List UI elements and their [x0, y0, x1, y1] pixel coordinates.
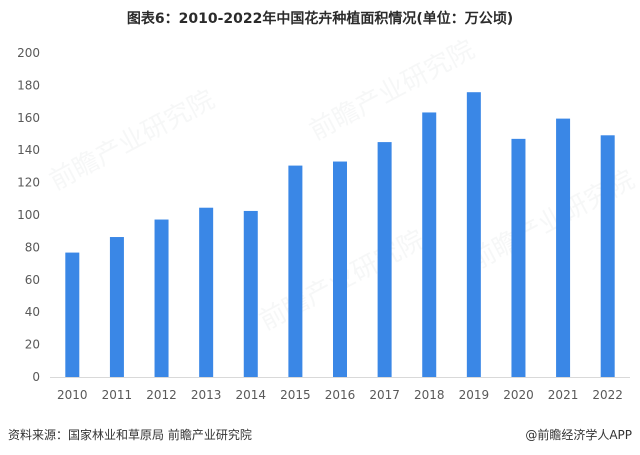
y-tick-label: 80 — [25, 240, 40, 254]
x-tick-label: 2010 — [57, 388, 88, 402]
bar-2014 — [243, 210, 258, 377]
y-tick-label: 160 — [17, 111, 40, 125]
bar-2013 — [199, 207, 214, 377]
bar-2017 — [377, 142, 392, 377]
y-tick-label: 140 — [17, 143, 40, 157]
x-tick-label: 2019 — [459, 388, 490, 402]
y-tick-label: 0 — [32, 370, 40, 384]
y-tick-label: 180 — [17, 78, 40, 92]
bar-2015 — [288, 165, 303, 377]
bar-2010 — [65, 252, 80, 377]
bar-2019 — [466, 92, 481, 377]
y-tick-label: 120 — [17, 176, 40, 190]
x-tick-label: 2020 — [503, 388, 534, 402]
bar-2020 — [511, 138, 526, 377]
x-tick-label: 2012 — [146, 388, 177, 402]
source-row: 资料来源：国家林业和草原局 前瞻产业研究院 @前瞻经济学人APP — [8, 426, 632, 444]
bar-2012 — [154, 219, 169, 377]
bar-2021 — [556, 118, 571, 378]
x-tick-label: 2017 — [369, 388, 400, 402]
x-tick-label: 2011 — [102, 388, 133, 402]
bar-2016 — [333, 161, 347, 377]
chart-title: 图表6：2010-2022年中国花卉种植面积情况(单位：万公顷) — [126, 11, 514, 27]
y-tick-label: 20 — [25, 338, 40, 352]
y-tick-label: 100 — [17, 208, 40, 222]
app-credit: @前瞻经济学人APP — [525, 428, 632, 442]
y-axis: 0 20 40 60 80 100 120 140 160 180 200 — [17, 46, 40, 384]
y-tick-label: 60 — [25, 273, 40, 287]
bars — [65, 92, 615, 378]
x-tick-label: 2018 — [414, 388, 445, 402]
y-tick-label: 200 — [17, 46, 40, 60]
bar-2018 — [422, 112, 437, 377]
x-tick-label: 2021 — [548, 388, 579, 402]
x-tick-label: 2022 — [592, 388, 623, 402]
x-tick-label: 2016 — [325, 388, 356, 402]
x-tick-label: 2013 — [191, 388, 222, 402]
x-axis: 2010 2011 2012 2013 2014 2015 2016 2017 2018 2019… — [50, 377, 630, 402]
x-tick-label: 2014 — [235, 388, 266, 402]
source-note: 资料来源：国家林业和草原局 前瞻产业研究院 — [8, 428, 252, 442]
x-tick-label: 2015 — [280, 388, 311, 402]
bar-2011 — [109, 237, 124, 377]
y-tick-label: 40 — [25, 305, 40, 319]
bar-2022 — [600, 135, 615, 377]
